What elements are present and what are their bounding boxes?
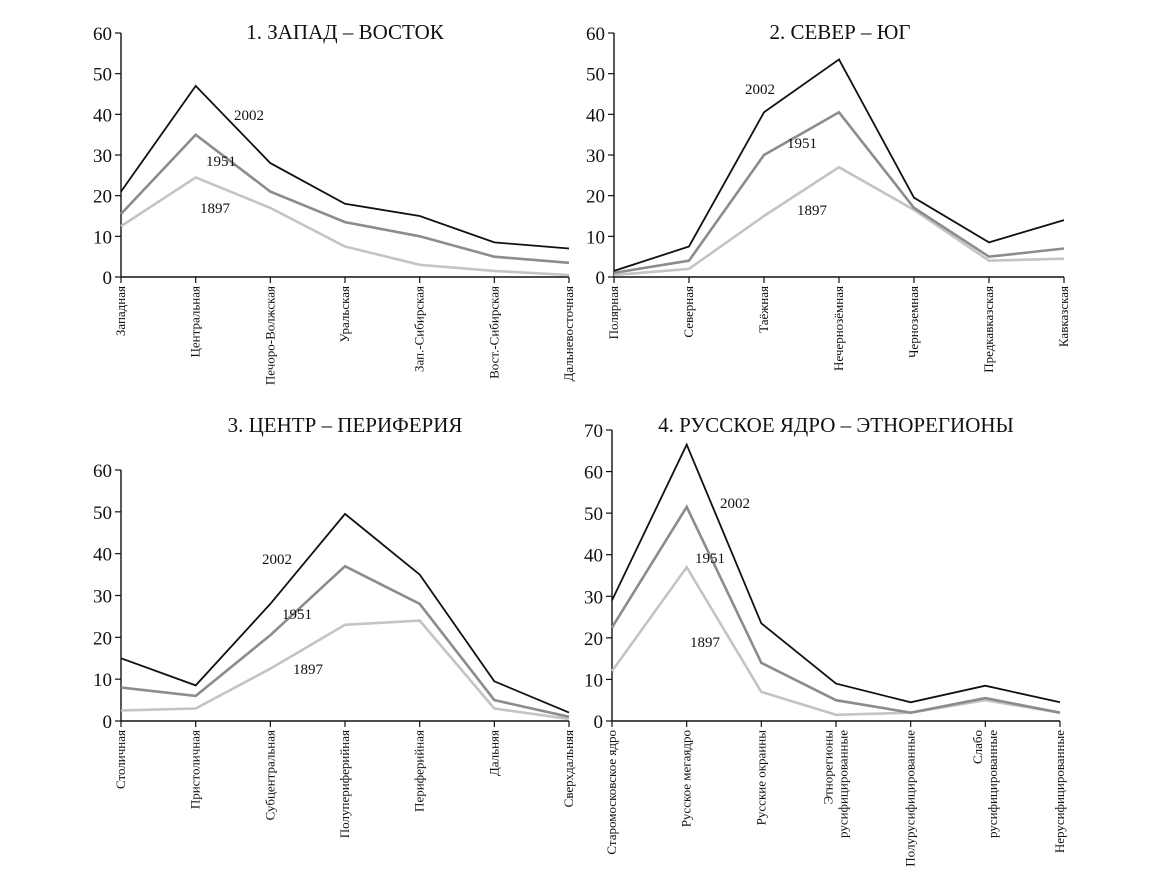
series-label-1951: 1951: [787, 136, 817, 152]
x-tick-label: Полупериферийная: [337, 730, 352, 838]
series-label-1897: 1897: [690, 635, 721, 651]
series-line-1897: [120, 175, 570, 277]
y-tick-label: 40: [93, 545, 112, 566]
y-tick-label: 20: [584, 629, 603, 650]
y-tick-label: 0: [596, 268, 606, 289]
x-tick-label: Зап.-Сибирская: [412, 286, 427, 372]
y-tick-label: 30: [586, 146, 605, 167]
y-tick-label: 50: [93, 65, 112, 86]
x-tick-label: Западная: [113, 286, 128, 336]
y-tick-label: 60: [93, 24, 112, 45]
series-label-1897: 1897: [293, 662, 324, 678]
x-tick-label: Полярная: [606, 286, 621, 339]
y-tick-label: 20: [93, 628, 112, 649]
x-tick-label: Пристоличная: [188, 730, 203, 809]
series-line-1951: [610, 504, 1061, 715]
x-tick-label: Предкавказская: [981, 286, 996, 373]
x-tick-label: Старомосковское ядро: [604, 730, 619, 855]
chart-panel-russian-core-ethnoregions: 4. РУССКОЕ ЯДРО – ЭТНОРЕГИОНЫ 0 10 20 30 40 50…: [584, 413, 1067, 867]
chart-title: 2. СЕВЕР – ЮГ: [769, 20, 910, 44]
y-tick-label: 30: [584, 587, 603, 608]
x-tick-label: Печоро-Волжская: [262, 286, 277, 385]
series-label-1951: 1951: [282, 607, 312, 623]
series-line-2002: [613, 58, 1065, 272]
chart-panel-west-east: 1. ЗАПАД – ВОСТОК 0 10 20 30 40 50 60 Западная Це…: [93, 20, 576, 385]
y-tick-label: 40: [93, 105, 112, 126]
x-tick-label: Нечернозёмная: [831, 286, 846, 371]
series-line-1951: [120, 564, 570, 719]
x-tick-label: Сверхдальняя: [561, 730, 576, 807]
y-tick-label: 20: [93, 187, 112, 208]
x-tick-label: Центральная: [188, 286, 203, 357]
y-tick-label: 10: [586, 227, 605, 248]
y-tick-label: 10: [93, 227, 112, 248]
y-tick-label: 60: [584, 463, 603, 484]
y-tick-label: 60: [586, 24, 605, 45]
series-line-2002: [120, 512, 570, 714]
x-tick-label: Нерусифицированные: [1052, 730, 1067, 853]
series-label-2002: 2002: [262, 552, 292, 568]
x-tick-label: Дальняя: [486, 730, 501, 776]
y-tick-label: 50: [586, 65, 605, 86]
x-tick-label: Слабо: [970, 730, 985, 764]
x-tick-label: русифицированные: [985, 730, 1000, 838]
x-tick-label: Полурусифицированные: [903, 730, 918, 867]
chart-title: 1. ЗАПАД – ВОСТОК: [246, 20, 444, 44]
y-tick-label: 0: [103, 712, 113, 733]
x-tick-label: Русское мегаядро: [679, 730, 694, 827]
series-line-1897: [120, 619, 570, 721]
series-line-2002: [611, 442, 1061, 704]
x-tick-label: Периферийная: [412, 730, 427, 812]
y-tick-label: 10: [584, 670, 603, 691]
series-line-1897: [613, 165, 1065, 277]
series-label-2002: 2002: [720, 496, 750, 512]
x-tick-label: Северная: [681, 286, 696, 338]
series-label-1897: 1897: [797, 203, 828, 219]
y-tick-label: 20: [586, 187, 605, 208]
series-line-1897: [610, 564, 1061, 717]
series-line-1951: [613, 110, 1065, 275]
series-label-1951: 1951: [695, 551, 725, 567]
y-tick-label: 10: [93, 670, 112, 691]
series-label-1897: 1897: [200, 201, 231, 217]
x-tick-label: Дальневосточная: [561, 286, 576, 381]
x-tick-label: Уральская: [337, 286, 352, 343]
chart-panel-north-south: 2. СЕВЕР – ЮГ 0 10 20 30 40 50 60 Полярная Северн…: [586, 20, 1071, 373]
y-tick-label: 0: [103, 268, 113, 289]
chart-title: 3. ЦЕНТР – ПЕРИФЕРИЯ: [228, 413, 463, 437]
x-tick-label: Субцентральная: [262, 730, 277, 820]
x-tick-label: Черноземная: [906, 286, 921, 358]
x-tick-label: русифицированные: [836, 730, 851, 838]
y-tick-label: 40: [584, 546, 603, 567]
x-tick-label: Столичная: [113, 730, 128, 789]
series-line-1951: [120, 132, 570, 265]
y-tick-label: 60: [93, 461, 112, 482]
y-tick-label: 30: [93, 146, 112, 167]
y-tick-label: 30: [93, 587, 112, 608]
y-tick-label: 0: [594, 712, 604, 733]
x-tick-label: Русские окраины: [753, 730, 768, 826]
chart-panel-center-periphery: 3. ЦЕНТР – ПЕРИФЕРИЯ 0 10 20 30 40 50 60 Столичн…: [93, 413, 576, 838]
x-tick-label: Таёжная: [756, 286, 771, 333]
chart-title: 4. РУССКОЕ ЯДРО – ЭТНОРЕГИОНЫ: [658, 413, 1014, 437]
x-tick-label: Кавказская: [1056, 286, 1071, 347]
y-tick-label: 40: [586, 105, 605, 126]
y-tick-label: 70: [584, 421, 603, 442]
y-tick-label: 50: [584, 504, 603, 525]
x-tick-label: Этнорегионы: [821, 730, 836, 805]
series-label-1951: 1951: [206, 154, 236, 170]
x-tick-label: Вост.-Сибирская: [486, 286, 501, 379]
series-label-2002: 2002: [234, 108, 264, 124]
series-label-2002: 2002: [745, 82, 775, 98]
y-tick-label: 50: [93, 503, 112, 524]
series-line-2002: [120, 84, 570, 250]
